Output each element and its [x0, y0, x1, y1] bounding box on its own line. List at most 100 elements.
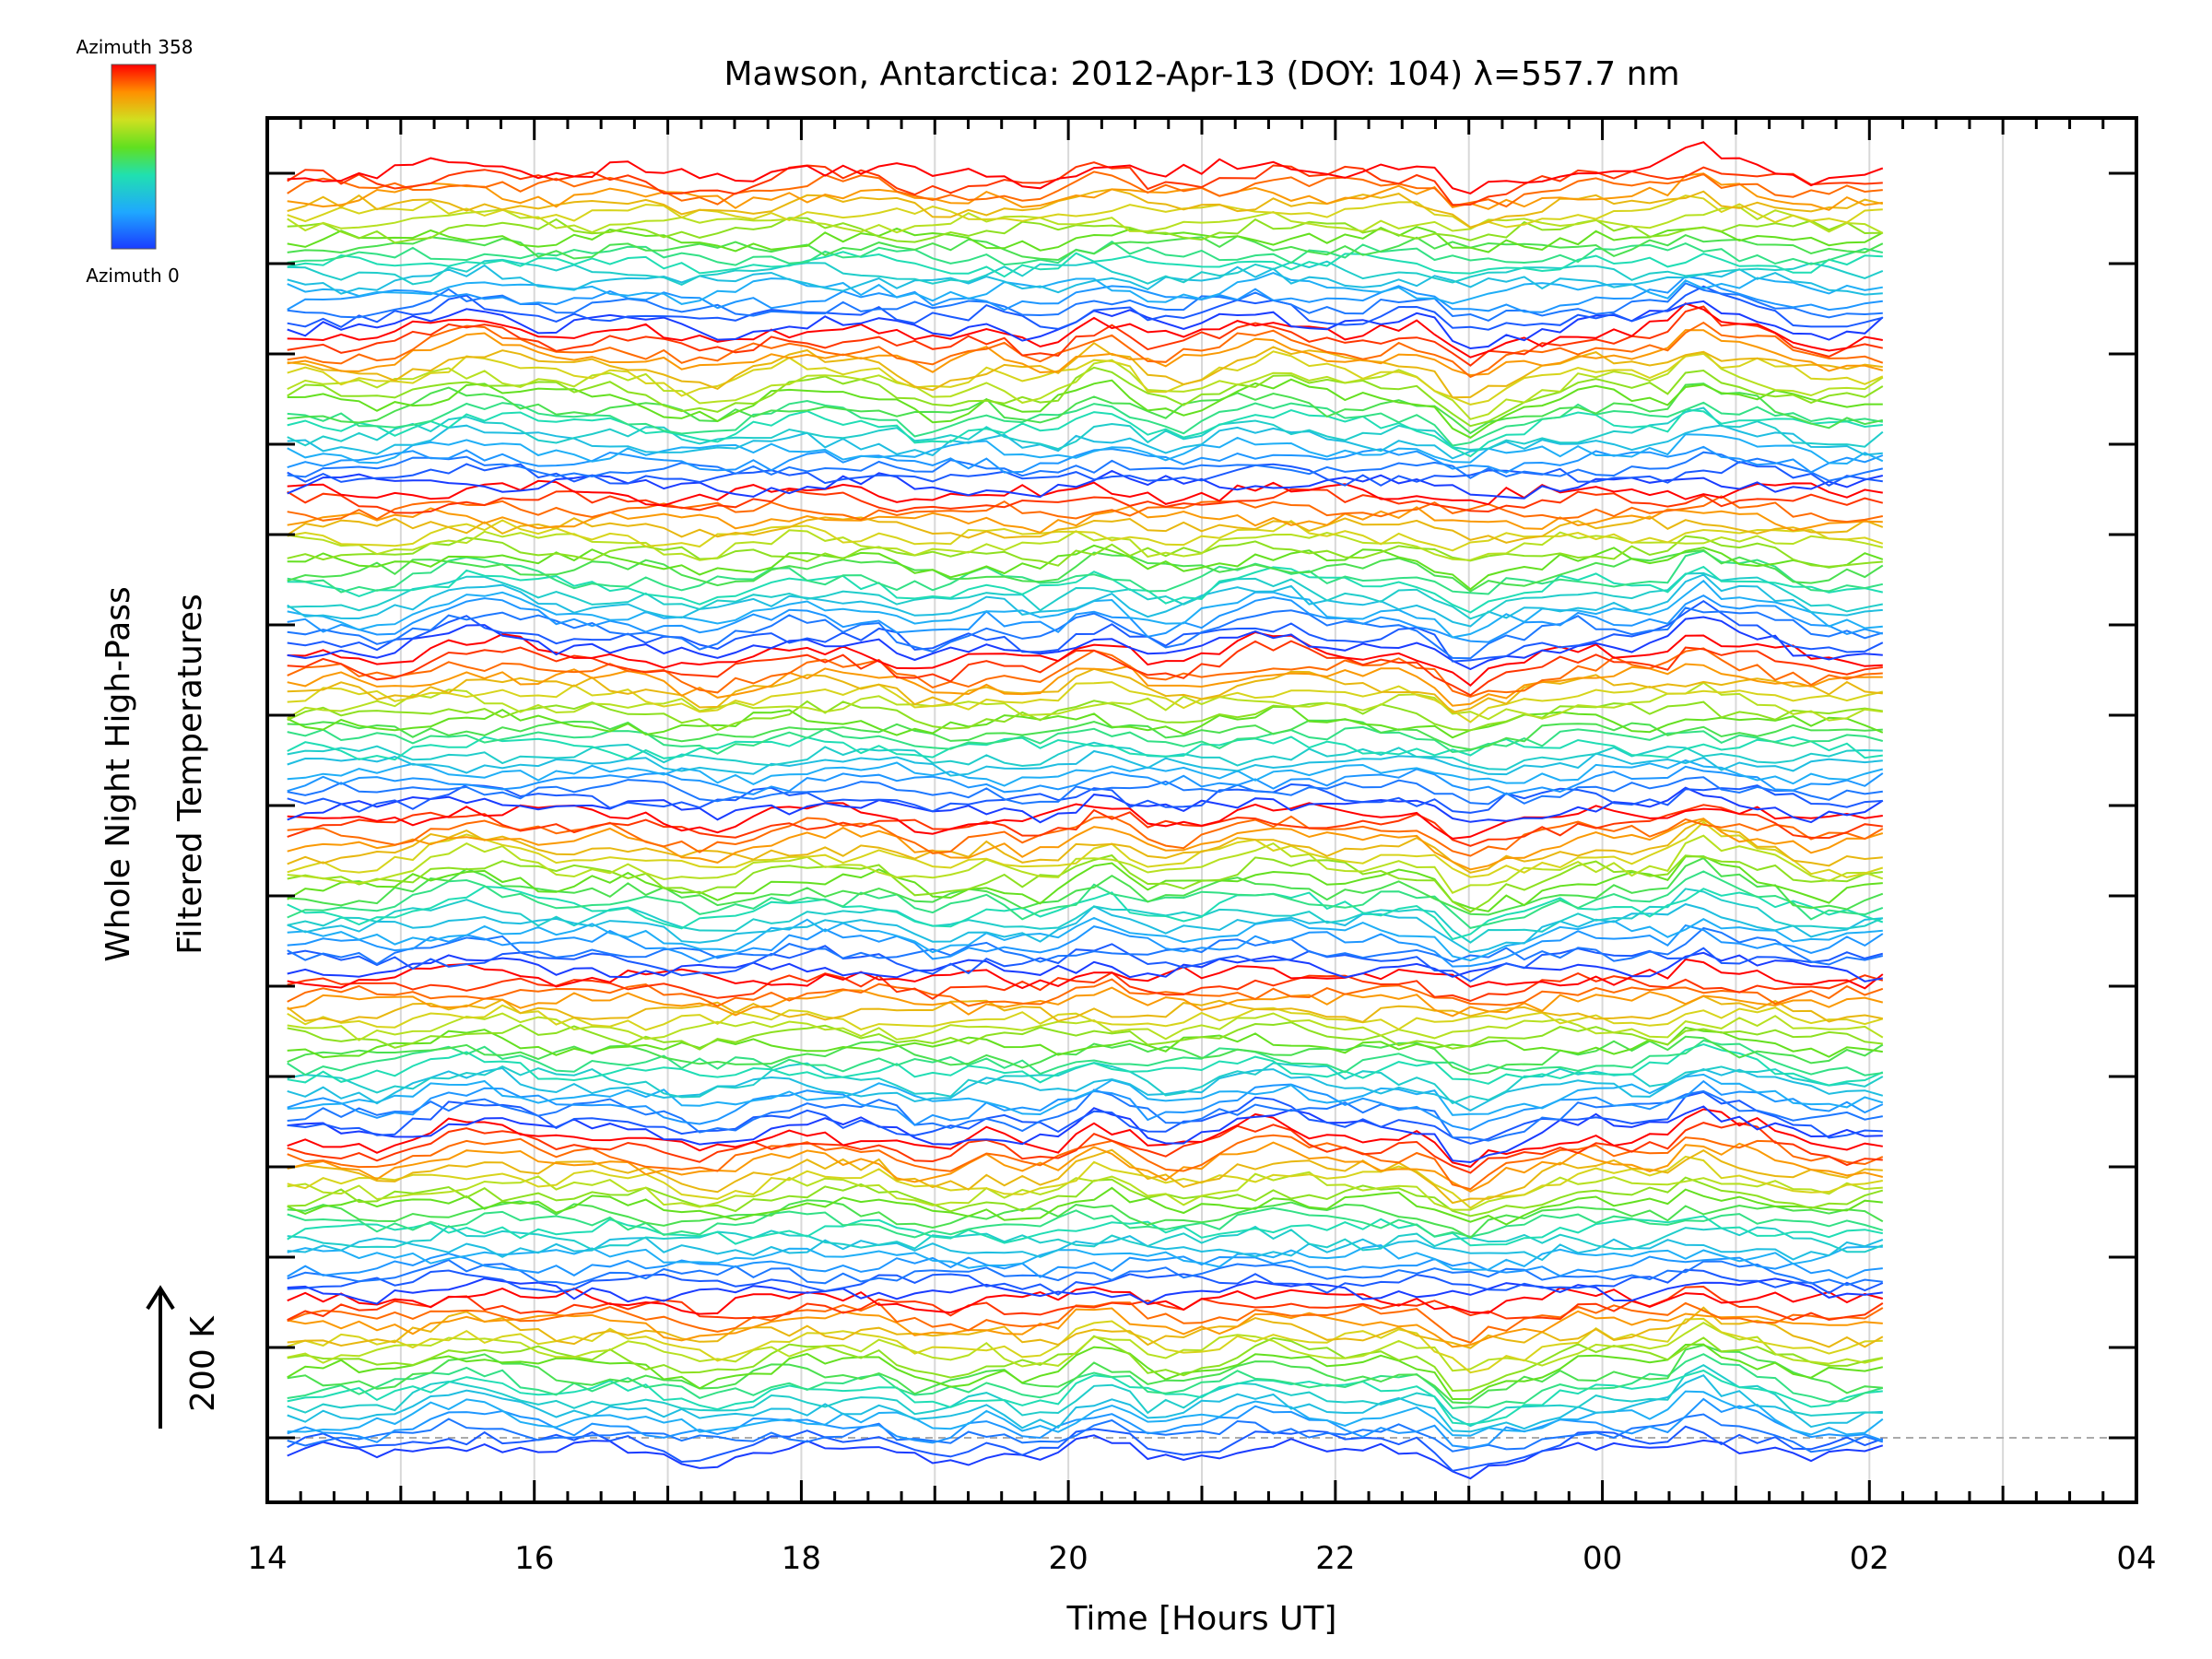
series-line: [287, 700, 1883, 732]
series-line: [287, 515, 1884, 544]
series-line: [287, 1344, 1883, 1405]
series-line: [287, 302, 1883, 359]
series-line: [287, 718, 1883, 751]
series-line: [287, 234, 1884, 262]
series-line: [287, 272, 1883, 305]
series-line: [287, 1258, 1883, 1287]
series-line: [287, 1363, 1883, 1428]
series-line: [287, 926, 1884, 966]
series-line: [287, 1066, 1884, 1112]
x-tick-label: 02: [1850, 1540, 1889, 1577]
series-line: [287, 1317, 1883, 1374]
series-line: [287, 350, 1884, 406]
series-line: [287, 382, 1884, 435]
series-line: [287, 725, 1884, 755]
series-line: [287, 1321, 1884, 1372]
series-line: [287, 1307, 1883, 1348]
series-line: [287, 594, 1884, 643]
series-line: [287, 1244, 1883, 1271]
series-line: [287, 856, 1884, 916]
x-tick-label: 04: [2116, 1540, 2156, 1577]
series-line: [287, 1090, 1883, 1145]
series-line: [287, 479, 1883, 507]
series-line: [287, 640, 1883, 697]
x-tick-label: 22: [1315, 1540, 1355, 1577]
series-line: [287, 606, 1884, 660]
series-line: [287, 1343, 1884, 1401]
series-line: [287, 663, 1883, 707]
scale-bar-arrow-icon: [146, 1285, 175, 1311]
chart-title: Mawson, Antarctica: 2012-Apr-13 (DOY: 10…: [724, 55, 1679, 93]
series-line: [287, 519, 1884, 552]
series-line: [287, 188, 1884, 229]
series-line: [287, 1225, 1884, 1253]
series-line: [287, 399, 1883, 447]
series-line: [287, 469, 1884, 500]
series-line: [287, 488, 1884, 514]
series-line: [287, 986, 1884, 1018]
series-line: [287, 408, 1883, 458]
series-line: [287, 141, 1884, 194]
series-line: [287, 1043, 1884, 1087]
series-line: [287, 505, 1883, 534]
series-line: [287, 282, 1883, 322]
x-tick-label: 14: [247, 1540, 287, 1577]
series-line: [287, 226, 1884, 253]
series-line: [287, 1171, 1883, 1211]
series-line: [287, 786, 1884, 824]
series-line: [287, 1235, 1884, 1262]
series-line: [287, 1148, 1883, 1205]
series-line: [287, 1277, 1883, 1305]
series-line: [287, 705, 1884, 739]
series-line: [287, 565, 1884, 614]
series-line: [287, 258, 1884, 286]
series-line: [287, 870, 1884, 929]
series-line: [287, 571, 1883, 620]
series-line: [287, 820, 1884, 879]
series-line: [287, 1108, 1883, 1169]
scale-bar-label: 200 K: [184, 1315, 222, 1412]
series-line: [287, 1155, 1883, 1209]
series-line: [287, 600, 1884, 663]
series-line: [287, 1413, 1884, 1453]
series-line: [287, 1206, 1884, 1239]
y-axis-label-line2: Filtered Temperatures: [171, 594, 209, 955]
series-line: [287, 194, 1883, 229]
series-line: [287, 782, 1883, 814]
series-line: [287, 1285, 1884, 1322]
series-line: [287, 1004, 1884, 1031]
series-line: [287, 815, 1884, 857]
series-line: [287, 206, 1884, 234]
series-line: [287, 885, 1884, 941]
series-line: [287, 1122, 1883, 1174]
series-line: [287, 172, 1883, 211]
series-line: [287, 759, 1884, 787]
series-line: [287, 681, 1884, 724]
series-line: [287, 285, 1884, 331]
x-tick-label: 00: [1583, 1540, 1622, 1577]
series-line: [287, 378, 1883, 440]
series-line: [287, 548, 1884, 593]
scale-bar: 200 K: [146, 1285, 222, 1429]
series-line: [287, 994, 1883, 1023]
series-line: [287, 735, 1883, 761]
series-line: [287, 406, 1884, 452]
series-line: [287, 1073, 1884, 1116]
series-line: [287, 1373, 1883, 1433]
series-line: [287, 1286, 1884, 1315]
series-line: [287, 264, 1883, 296]
series-line: [287, 1253, 1883, 1279]
series-line: [287, 818, 1883, 874]
series-line: [287, 616, 1883, 671]
series-line: [287, 1012, 1884, 1041]
series-line: [287, 855, 1883, 912]
series-line: [287, 978, 1884, 1007]
series-line: [287, 765, 1884, 795]
legend-colorbar: [111, 64, 157, 250]
series-line: [287, 804, 1883, 847]
series-line: [287, 433, 1884, 465]
legend-bottom-label: Azimuth 0: [86, 265, 180, 287]
series-line: [287, 943, 1884, 982]
series-line: [287, 275, 1883, 313]
series-line: [287, 217, 1883, 244]
